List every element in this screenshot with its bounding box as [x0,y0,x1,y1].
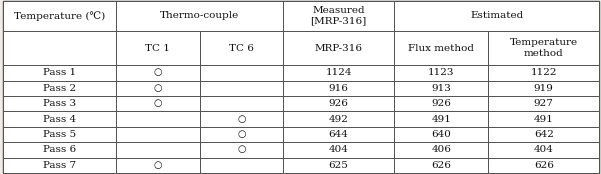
Text: 625: 625 [329,161,349,170]
Bar [489,111,599,127]
Bar [3,65,116,81]
Text: Pass 5: Pass 5 [43,130,76,139]
Bar [116,127,200,142]
Bar [283,81,394,96]
Text: 919: 919 [534,84,554,93]
Text: ○: ○ [153,161,162,170]
Text: 491: 491 [534,115,554,124]
Text: 1123: 1123 [428,68,454,77]
Text: Flux method: Flux method [408,44,474,53]
Text: MRP-316: MRP-316 [315,44,362,53]
Bar [489,65,599,81]
Bar [489,31,599,65]
Text: 644: 644 [329,130,349,139]
Bar [283,142,394,158]
Text: 626: 626 [432,161,451,170]
Bar [200,31,283,65]
Bar [394,127,489,142]
Bar [283,127,394,142]
Text: ○: ○ [237,130,246,139]
Bar [116,31,200,65]
Bar [3,96,116,111]
Bar [489,142,599,158]
Bar [394,111,489,127]
Bar [3,1,116,31]
Bar [116,1,283,31]
Text: 927: 927 [534,99,554,108]
Bar [116,81,200,96]
Bar [394,31,489,65]
Bar [394,1,599,31]
Bar [489,96,599,111]
Bar [116,142,200,158]
Bar [394,158,489,173]
Bar [394,81,489,96]
Bar [283,111,394,127]
Text: Pass 2: Pass 2 [43,84,76,93]
Text: TC 6: TC 6 [229,44,254,53]
Bar [200,96,283,111]
Text: 1124: 1124 [325,68,352,77]
Text: Estimated: Estimated [470,11,523,20]
Bar [200,158,283,173]
Text: 492: 492 [329,115,349,124]
Bar [200,127,283,142]
Bar [200,65,283,81]
Bar [283,96,394,111]
Bar [489,158,599,173]
Text: 926: 926 [329,99,349,108]
Text: 406: 406 [432,145,451,155]
Bar [3,31,116,65]
Bar [200,142,283,158]
Text: Thermo-couple: Thermo-couple [160,11,239,20]
Bar [394,96,489,111]
Text: 491: 491 [432,115,451,124]
Text: ○: ○ [237,115,246,124]
Bar [283,65,394,81]
Text: Pass 3: Pass 3 [43,99,76,108]
Text: Measured
[MRP-316]: Measured [MRP-316] [311,6,367,26]
Text: ○: ○ [153,84,162,93]
Bar [116,96,200,111]
Text: Temperature (℃): Temperature (℃) [14,11,105,21]
Text: 1122: 1122 [531,68,557,77]
Text: Temperature
method: Temperature method [510,38,578,58]
Bar [3,111,116,127]
Text: ○: ○ [153,99,162,108]
Bar [116,65,200,81]
Bar [3,142,116,158]
Text: 913: 913 [432,84,451,93]
Bar [283,31,394,65]
Bar [283,158,394,173]
Text: 642: 642 [534,130,554,139]
Bar [3,127,116,142]
Text: Pass 7: Pass 7 [43,161,76,170]
Bar [200,81,283,96]
Bar [394,142,489,158]
Bar [200,111,283,127]
Text: 626: 626 [534,161,554,170]
Text: Pass 1: Pass 1 [43,68,76,77]
Bar [116,158,200,173]
Bar [489,127,599,142]
Bar [283,1,394,31]
Bar [116,111,200,127]
Text: Pass 4: Pass 4 [43,115,76,124]
Text: ○: ○ [153,68,162,77]
Bar [3,81,116,96]
Text: 404: 404 [534,145,554,155]
Text: 640: 640 [432,130,451,139]
Text: ○: ○ [237,145,246,155]
Bar [394,65,489,81]
Text: Pass 6: Pass 6 [43,145,76,155]
Text: 926: 926 [432,99,451,108]
Text: 916: 916 [329,84,349,93]
Bar [489,81,599,96]
Bar [3,158,116,173]
Text: 404: 404 [329,145,349,155]
Text: TC 1: TC 1 [145,44,170,53]
